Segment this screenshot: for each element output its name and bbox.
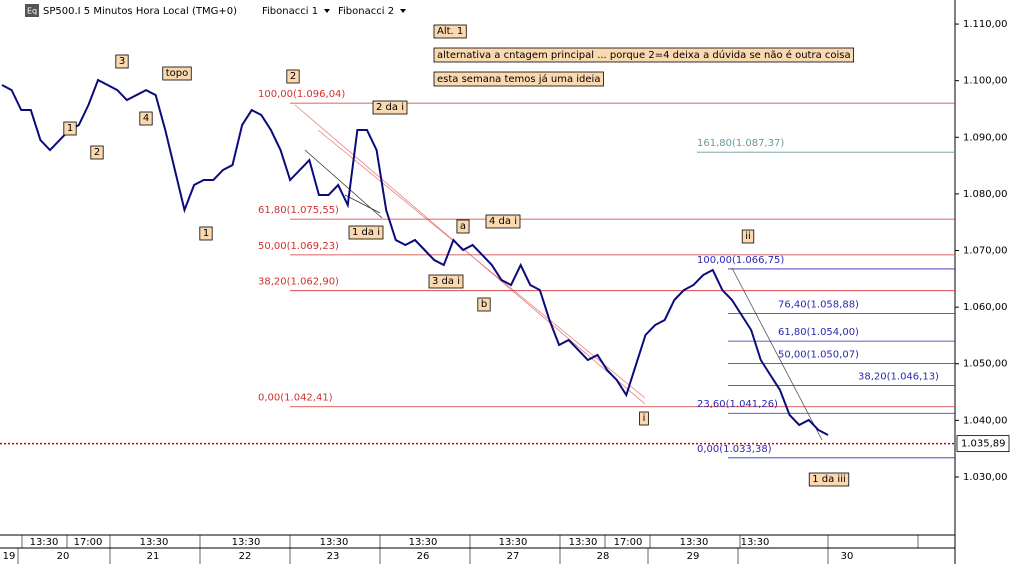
note: alternativa a cntagem principal ... porq…: [437, 49, 851, 61]
fib-label: 0,00(1.033,38): [697, 444, 772, 455]
wave-label: 1 da iii: [812, 474, 846, 485]
wave-label-box: [639, 411, 649, 426]
wave-label-box: [808, 472, 850, 487]
wave-label-box: [348, 225, 384, 240]
wave-label-box: [477, 297, 491, 312]
day-label: 22: [239, 551, 252, 562]
fib-label: 61,80(1.075,55): [258, 205, 339, 216]
wave-label: 3: [119, 56, 125, 67]
time-label: 13:30: [499, 537, 528, 548]
wave-label: 2 da i: [376, 102, 404, 113]
icon-text: Eq: [27, 7, 37, 16]
y-tick-label: 1.070,00: [963, 246, 1008, 257]
note-box: [433, 24, 467, 39]
time-label: 13:30: [232, 537, 261, 548]
wave-label-box: [286, 69, 300, 84]
wave-label-box: [485, 214, 521, 229]
wave-label: 3 da i: [432, 276, 460, 287]
day-label: 30: [841, 551, 854, 562]
note-box: [433, 47, 855, 63]
menu-arrow: [400, 9, 406, 13]
trend-line: [344, 194, 381, 214]
note: esta semana temos já uma ideia: [437, 73, 600, 85]
wave-label: i: [643, 413, 646, 424]
wave-label: 4: [143, 113, 149, 124]
time-label: 13:30: [569, 537, 598, 548]
fib-label: 76,40(1.058,88): [778, 299, 859, 310]
wave-label-box: [372, 100, 408, 115]
time-label: 13:30: [409, 537, 438, 548]
wave-label: 1: [203, 228, 209, 239]
fib-label: 100,00(1.096,04): [258, 89, 345, 100]
wave-label: b: [481, 299, 487, 310]
fib-label: 38,20(1.062,90): [258, 277, 339, 288]
wave-label: 2: [290, 71, 296, 82]
wave-label-box: [741, 229, 755, 244]
wave-label: 2: [94, 147, 100, 158]
menu-arrow: [324, 9, 330, 13]
icon: [25, 4, 39, 17]
fib-label: 61,80(1.054,00): [778, 327, 859, 338]
time-label: 17:00: [614, 537, 643, 548]
time-label: 17:00: [74, 537, 103, 548]
wave-label-box: [428, 274, 464, 289]
day-label: 19: [3, 551, 16, 562]
wave-label: ii: [745, 231, 751, 242]
time-label: 13:30: [680, 537, 709, 548]
trend-line: [731, 267, 823, 441]
chart-title: SP500.I 5 Minutos Hora Local (TMG+0): [43, 6, 237, 17]
wave-label-box: [162, 66, 192, 81]
wave-label-box: [139, 111, 153, 126]
time-label: 13:30: [30, 537, 59, 548]
y-tick-label: 1.040,00: [963, 415, 1008, 426]
y-tick-label: 1.090,00: [963, 132, 1008, 143]
wave-label: 1 da i: [352, 227, 380, 238]
wave-label: a: [460, 221, 466, 232]
y-tick-label: 1.030,00: [963, 472, 1008, 483]
channel-line: [317, 129, 646, 399]
note: Alt. 1: [437, 26, 463, 37]
current-price-box: [956, 435, 1010, 453]
wave-label-box: [90, 145, 104, 160]
day-label: 26: [417, 551, 430, 562]
time-label: 13:30: [320, 537, 349, 548]
day-label: 27: [507, 551, 520, 562]
fib-label: 23,60(1.041,26): [697, 399, 778, 410]
wave-label-box: [199, 226, 213, 241]
day-label: 29: [687, 551, 700, 562]
time-label: 13:30: [741, 537, 770, 548]
fib-label: 100,00(1.066,75): [697, 255, 784, 266]
fib-label: 38,20(1.046,13): [858, 372, 939, 383]
y-tick-label: 1.080,00: [963, 189, 1008, 200]
wave-label: 4 da i: [489, 216, 517, 227]
time-label: 13:30: [140, 537, 169, 548]
fib-label: 50,00(1.069,23): [258, 241, 339, 252]
note-box: [433, 71, 604, 87]
wave-label-box: [115, 54, 129, 69]
wave-label-box: [456, 219, 470, 234]
day-label: 23: [327, 551, 340, 562]
y-tick-label: 1.110,00: [963, 19, 1008, 30]
price-line: [1, 78, 829, 436]
y-tick-label: 1.060,00: [963, 302, 1008, 313]
menu[interactable]: Fibonacci 1: [262, 6, 318, 17]
current-price-label: 1.035,89: [961, 439, 1006, 450]
day-label: 20: [57, 551, 70, 562]
day-label: 21: [147, 551, 160, 562]
trend-line: [304, 149, 383, 219]
fib-label: 50,00(1.050,07): [778, 349, 859, 360]
fib-label: 0,00(1.042,41): [258, 393, 333, 404]
y-tick-label: 1.100,00: [963, 76, 1008, 87]
fib-label: 161,80(1.087,37): [697, 138, 784, 149]
day-label: 28: [597, 551, 610, 562]
y-tick-label: 1.050,00: [963, 359, 1008, 370]
menu[interactable]: Fibonacci 2: [338, 6, 394, 17]
wave-label: topo: [166, 68, 189, 79]
wave-label-box: [63, 121, 77, 136]
wave-label: 1: [67, 123, 73, 134]
